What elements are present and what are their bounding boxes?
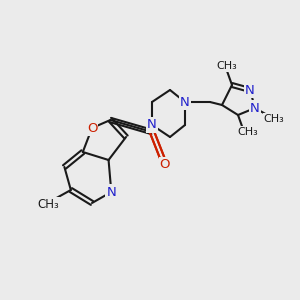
Text: N: N [106, 185, 116, 199]
Text: N: N [250, 101, 260, 115]
Text: CH₃: CH₃ [238, 127, 258, 137]
Text: N: N [180, 95, 190, 109]
Text: O: O [160, 158, 170, 172]
Text: N: N [245, 83, 255, 97]
Text: CH₃: CH₃ [264, 114, 284, 124]
Text: O: O [87, 122, 97, 134]
Text: CH₃: CH₃ [217, 61, 237, 71]
Text: N: N [147, 118, 157, 131]
Text: CH₃: CH₃ [37, 197, 59, 211]
